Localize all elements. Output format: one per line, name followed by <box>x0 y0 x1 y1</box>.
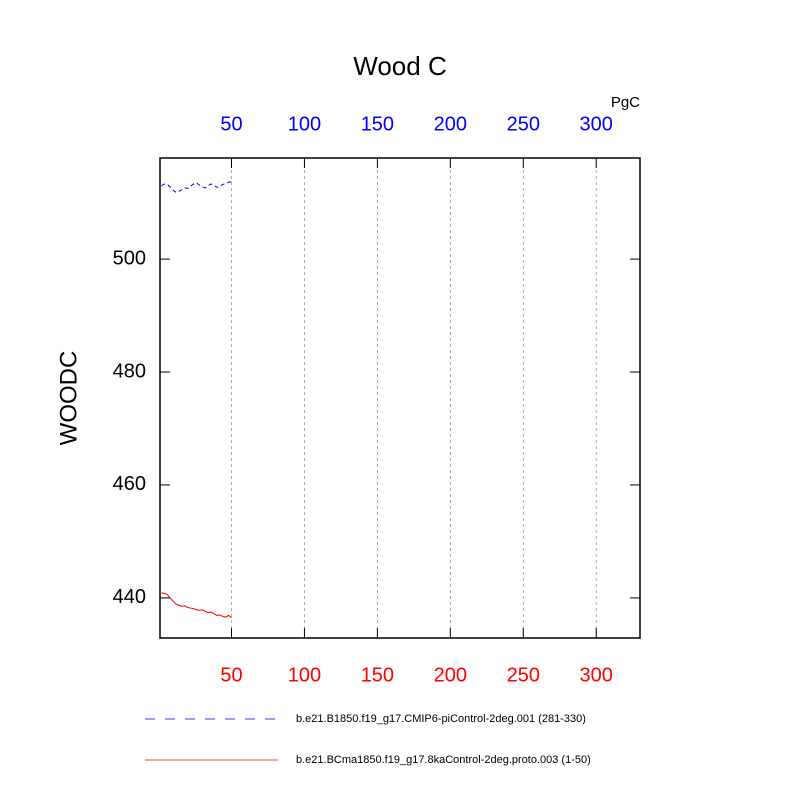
series-line <box>161 181 232 194</box>
x-tick-label: 250 <box>507 664 540 686</box>
x-tick-label: 150 <box>361 664 394 686</box>
x-tick-label: 50 <box>220 664 242 686</box>
y-tick-label: 440 <box>113 586 146 608</box>
x2-tick-label: 300 <box>580 113 613 135</box>
x-tick-label: 300 <box>580 664 613 686</box>
legend-label: b.e21.BCma1850.f19_g17.8kaControl-2deg.p… <box>296 754 591 766</box>
y-tick-label: 460 <box>113 473 146 495</box>
x2-tick-label: 100 <box>288 113 321 135</box>
series-line <box>161 592 232 619</box>
x2-tick-label: 150 <box>361 113 394 135</box>
x2-tick-label: 50 <box>220 113 242 135</box>
y-axis-label: WOODC <box>55 351 82 446</box>
plot-frame <box>159 157 641 639</box>
legend-label: b.e21.B1850.f19_g17.CMIP6-piControl-2deg… <box>296 713 586 725</box>
chart-title: Wood C <box>353 51 446 81</box>
x-tick-label: 200 <box>434 664 467 686</box>
x2-tick-label: 200 <box>434 113 467 135</box>
y-tick-label: 500 <box>113 247 146 269</box>
units-label: PgC <box>611 94 640 111</box>
x2-tick-label: 250 <box>507 113 540 135</box>
y-tick-label: 480 <box>113 360 146 382</box>
x-tick-label: 100 <box>288 664 321 686</box>
